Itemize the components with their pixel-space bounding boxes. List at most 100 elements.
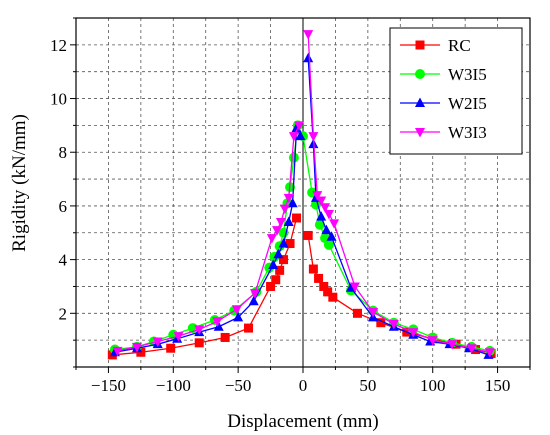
series-w3i5-point [314, 219, 325, 230]
series-w3i3-point [484, 348, 495, 358]
series-w3i3-point [173, 332, 184, 342]
series-w3i5-point [288, 152, 299, 163]
series-rc-point [328, 292, 338, 302]
series-w2i5-point [316, 211, 327, 221]
series-w2i5-point [283, 216, 294, 227]
x-tick-label: 150 [485, 376, 511, 395]
series-rc-point [323, 287, 333, 297]
series-rc-point [319, 281, 329, 291]
series-w2i5-point [303, 52, 314, 63]
axis-ticks [70, 17, 531, 373]
series-w2i5-point [295, 130, 306, 141]
series-layer [107, 30, 496, 360]
legend-marker [415, 128, 425, 138]
legend-box [389, 27, 523, 155]
series-w3i3-point [288, 132, 299, 142]
y-tick-label: 12 [50, 36, 67, 55]
series-w3i3-point [112, 346, 123, 357]
legend-label: W2I5 [448, 94, 487, 113]
series-w3i3-point [194, 325, 205, 335]
series-w2i5-point [345, 282, 356, 292]
series-rc-point [244, 323, 254, 333]
x-tick-label: −150 [91, 376, 126, 395]
series-w3i3-point [427, 336, 438, 346]
legend-item-w3i5: W3I5 [400, 65, 487, 84]
y-tick-label: 8 [59, 143, 68, 162]
series-rc-point [166, 343, 176, 353]
series-rc-point [136, 347, 146, 357]
legend-label: W3I3 [448, 123, 487, 142]
series-rc-point [266, 281, 276, 291]
series-w3i3-point [316, 196, 327, 207]
series-w3i3-point [152, 337, 163, 347]
series-rc-point [314, 273, 324, 283]
legend-marker [415, 69, 425, 79]
series-rc-point [303, 230, 313, 240]
series-rc-point [308, 264, 318, 274]
y-tick-label: 10 [50, 90, 67, 109]
series-rc-point [279, 255, 289, 265]
series-w2i5-point [273, 248, 284, 259]
series-w3i3 [112, 30, 495, 358]
series-rc-point [194, 338, 204, 348]
series-w3i3-point [349, 282, 360, 292]
legend-item-rc: RC [400, 36, 471, 55]
series-w3i3-point [131, 342, 142, 353]
series-w2i5-point [268, 259, 279, 269]
y-tick-label: 6 [59, 197, 68, 216]
legend-label: RC [448, 36, 471, 55]
y-tick-labels: 2 4 6 8 10 12 [50, 36, 68, 323]
series-rc-point [271, 275, 281, 285]
series-w3i3-point [303, 30, 314, 40]
series-w3i3-point [466, 344, 477, 354]
series-rc-point [285, 239, 295, 249]
x-tick-labels: −150 −100 −50 0 50 100 150 [91, 376, 510, 395]
series-w3i3-point [312, 191, 323, 201]
series-w3i3-point [279, 204, 290, 215]
series-w3i3-point [323, 209, 334, 220]
series-w2i5-point [287, 197, 298, 208]
x-tick-label: −100 [156, 376, 191, 395]
series-w3i5 [109, 120, 495, 356]
series-w3i3-point [272, 226, 283, 236]
series-w2i5-point [278, 238, 289, 248]
series-w2i5-point [321, 224, 332, 235]
series-rc-point [275, 265, 285, 275]
legend-label: W3I5 [448, 65, 487, 84]
series-w3i3-point [388, 320, 399, 330]
series-w3i3-point [447, 340, 458, 350]
legend-item-w3i3: W3I3 [400, 123, 487, 142]
series-rc-point [292, 213, 302, 223]
legend-marker [415, 97, 425, 107]
x-axis-title: Displacement (mm) [227, 411, 378, 432]
series-w3i3-point [294, 121, 305, 131]
legend-marker [415, 40, 425, 50]
x-tick-label: 0 [299, 376, 308, 395]
series-rc-point [352, 308, 362, 318]
x-tick-label: 100 [420, 376, 446, 395]
x-tick-label: −50 [225, 376, 252, 395]
series-rc-point [220, 332, 230, 342]
y-tick-label: 2 [59, 304, 68, 323]
series-w3i3-point [231, 305, 242, 315]
legend: RC W3I5 W2I5 W3I3 [389, 27, 523, 155]
y-axis-title: Rigidity (kN/mm) [9, 114, 30, 252]
series-w3i3-point [250, 289, 261, 299]
series-rc-point [376, 318, 386, 328]
series-w3i3-point [212, 317, 223, 327]
series-w3i3-point [408, 328, 419, 338]
legend-item-w2i5: W2I5 [400, 94, 487, 113]
series-w3i3-point [308, 132, 319, 142]
y-tick-label: 4 [59, 251, 68, 270]
series-w3i3-point [320, 203, 331, 213]
series-w3i5-point [323, 239, 334, 250]
series-w2i5-point [233, 311, 244, 322]
series-w3i3-point [275, 218, 286, 228]
x-tick-label: 50 [359, 376, 376, 395]
series-w3i3-point [329, 219, 340, 229]
series-w2i5-point [326, 231, 337, 241]
series-w2i5-point [213, 321, 224, 331]
series-w2i5-point [248, 295, 259, 306]
series-w3i3-point [368, 307, 379, 318]
